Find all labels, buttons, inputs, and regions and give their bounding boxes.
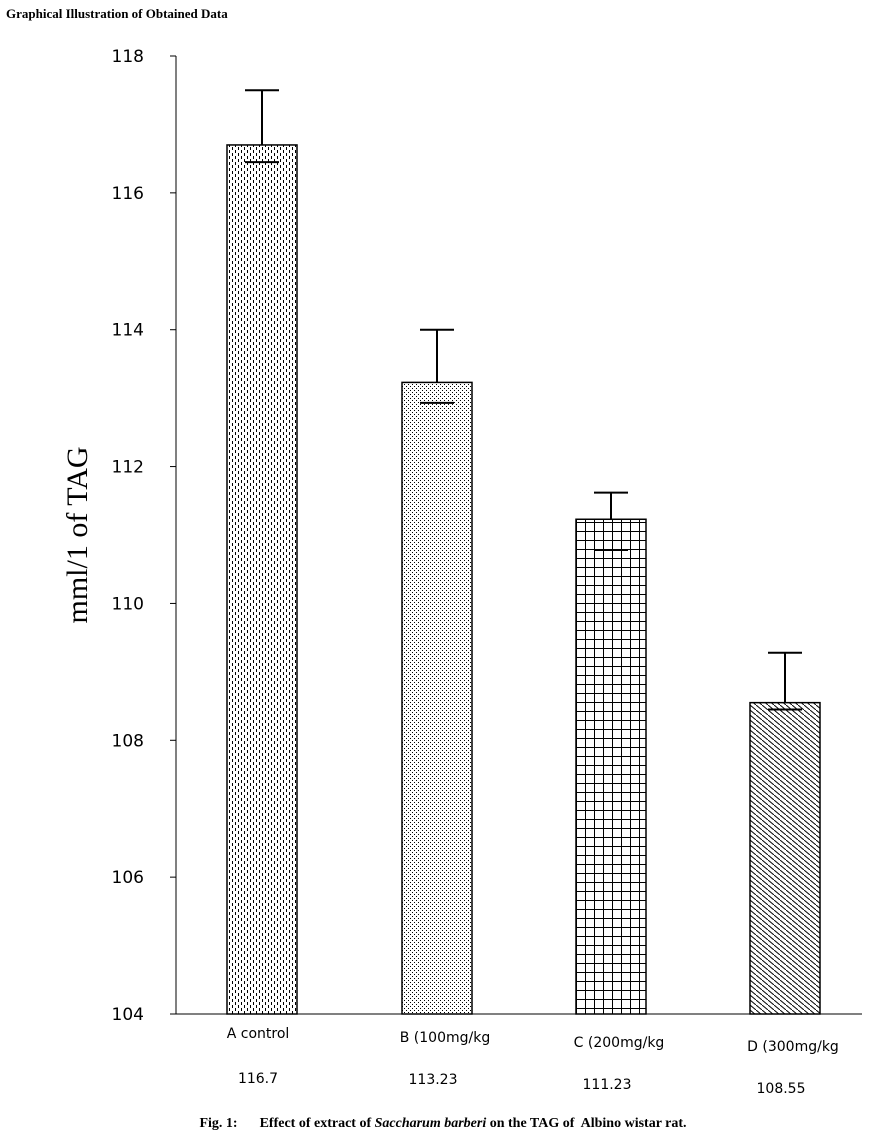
caption-text-before: Effect of extract of xyxy=(260,1116,375,1131)
value-label: 113.23 xyxy=(409,1072,458,1088)
value-label: 108.55 xyxy=(757,1081,806,1097)
category-label: D (300mg/kg xyxy=(747,1039,839,1055)
value-label: 116.7 xyxy=(238,1071,278,1087)
category-label: C (200mg/kg xyxy=(574,1035,665,1051)
y-tick-label: 106 xyxy=(112,868,144,888)
value-label: 111.23 xyxy=(583,1077,632,1093)
bars xyxy=(227,145,820,1014)
category-label: B (100mg/kg xyxy=(400,1030,490,1046)
y-tick-label: 116 xyxy=(112,184,144,204)
bar-chart: 104 106 108 110 112 114 116 118 mml/1 of TAG A co… xyxy=(0,0,886,1110)
y-tick-label: 112 xyxy=(112,458,144,478)
category-label: A control xyxy=(227,1026,290,1042)
caption-text-after: on the TAG of Albino wistar rat. xyxy=(486,1116,686,1131)
error-bars xyxy=(245,90,802,709)
figure-caption: Fig. 1: Effect of extract of Saccharum ba… xyxy=(0,1116,886,1132)
y-tick-label: 110 xyxy=(112,594,144,614)
y-axis-label: mml/1 of TAG xyxy=(61,446,94,623)
y-tick-label: 104 xyxy=(112,1005,144,1025)
caption-fig-label: Fig. 1: xyxy=(199,1116,237,1131)
y-tick-label: 118 xyxy=(112,47,144,67)
bar-4 xyxy=(750,703,820,1014)
caption-species: Saccharum barberi xyxy=(375,1116,487,1131)
bar-3 xyxy=(576,519,646,1014)
bar-1 xyxy=(227,145,297,1014)
bar-2 xyxy=(402,382,472,1014)
y-tick-label: 108 xyxy=(112,731,144,751)
y-tick-label: 114 xyxy=(112,321,144,341)
